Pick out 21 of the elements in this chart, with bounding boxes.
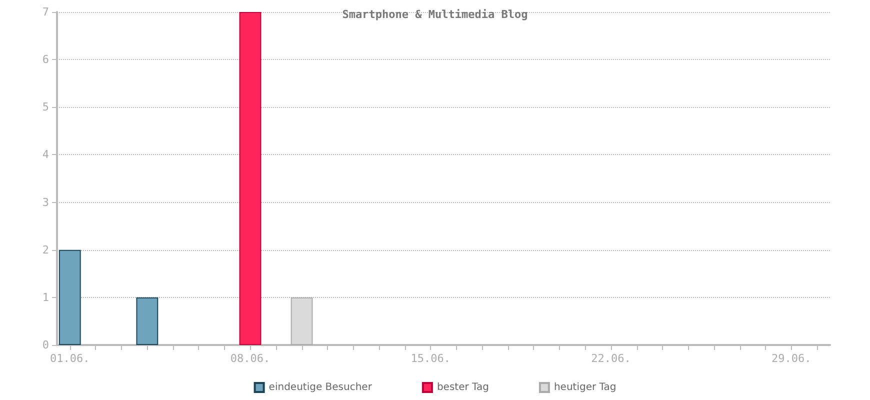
bar xyxy=(290,297,313,345)
bar xyxy=(58,250,81,345)
chart-title: Smartphone & Multimedia Blog xyxy=(342,8,528,21)
y-tick-label: 7 xyxy=(42,6,49,18)
y-tick-label: 6 xyxy=(42,53,49,66)
bar xyxy=(239,12,262,345)
y-tick-label: 0 xyxy=(42,338,49,352)
legend-label: eindeutige Besucher xyxy=(268,382,373,393)
x-tick-label: 08.06. xyxy=(230,352,270,365)
y-tick-label: 1 xyxy=(42,290,49,304)
y-tick-label: 2 xyxy=(42,243,49,256)
legend-label: heutiger Tag xyxy=(554,382,616,393)
y-tick-label: 4 xyxy=(42,148,50,162)
y-tick-label: 5 xyxy=(42,100,49,114)
x-tick-label: 01.06. xyxy=(50,352,90,365)
bar xyxy=(136,297,158,345)
x-tick-label: 15.06. xyxy=(410,352,450,365)
x-tick-label: 22.06. xyxy=(591,352,631,365)
y-tick-label: 3 xyxy=(42,196,49,209)
x-tick-label: 29.06. xyxy=(771,352,812,365)
legend-label: bester Tag xyxy=(436,382,489,393)
